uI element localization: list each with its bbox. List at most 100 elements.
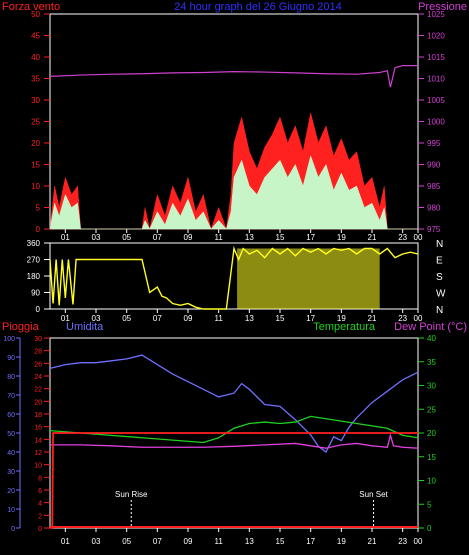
rain-tick-label: 26 (34, 361, 42, 368)
sun-marker-label: Sun Rise (115, 490, 148, 499)
wind-tick-label: 50 (31, 10, 40, 19)
climate-x-tick-label: 05 (122, 537, 131, 546)
humidity-tick-label: 20 (7, 488, 15, 495)
rain-tick-label: 28 (34, 349, 42, 356)
direction-x-tick-label: 17 (306, 314, 315, 323)
wind-x-tick-label: 19 (337, 233, 346, 242)
direction-x-tick-label: 13 (245, 314, 254, 323)
rain-tick-label: 14 (34, 437, 42, 444)
climate-x-tick-label: 15 (276, 537, 285, 546)
wind-tick-label: 35 (31, 75, 40, 84)
pressure-tick-label: 990 (427, 161, 441, 170)
wind-gust-area (49, 155, 418, 230)
pressure-tick-label: 980 (427, 204, 441, 213)
wind-tick-label: 45 (31, 32, 40, 41)
compass-label: N (436, 305, 443, 316)
wind-direction-band (237, 248, 380, 309)
sun-marker-label: Sun Set (359, 490, 388, 499)
pressure-tick-label: 1010 (427, 75, 445, 84)
direction-x-tick-label: 15 (276, 314, 285, 323)
climate-x-tick-label: 03 (92, 537, 101, 546)
direction-tick-label: 270 (27, 256, 41, 265)
compass-label: W (436, 289, 446, 300)
direction-x-tick-label: 01 (61, 314, 70, 323)
pressure-line (49, 64, 418, 88)
temperature-tick-label: 30 (427, 382, 436, 391)
wind-tick-label: 25 (31, 118, 40, 127)
rain-tick-label: 30 (34, 336, 42, 343)
rain-tick-label: 2 (38, 513, 42, 520)
humidity-tick-label: 50 (7, 431, 15, 438)
rain-tick-label: 0 (38, 526, 42, 533)
direction-x-tick-label: 09 (184, 314, 193, 323)
temperature-tick-label: 40 (427, 334, 436, 343)
temperature-tick-label: 10 (427, 477, 436, 486)
temperature-tick-label: 5 (427, 500, 432, 509)
rain-tick-label: 16 (34, 425, 42, 432)
humidity-tick-label: 100 (3, 336, 15, 343)
rain-tick-label: 6 (38, 488, 42, 495)
humidity-tick-label: 0 (11, 526, 15, 533)
direction-tick-label: 90 (31, 289, 40, 298)
climate-x-tick-label: 00 (414, 537, 423, 546)
pressure-tick-label: 975 (427, 225, 441, 234)
pressure-tick-label: 1005 (427, 96, 445, 105)
direction-x-tick-label: 03 (92, 314, 101, 323)
humidity-axis-label: Umidita (66, 321, 104, 333)
direction-x-tick-label: 00 (414, 314, 423, 323)
climate-x-tick-label: 01 (61, 537, 70, 546)
climate-x-tick-label: 11 (215, 537, 224, 546)
humidity-tick-label: 60 (7, 412, 15, 419)
direction-x-tick-label: 21 (368, 314, 377, 323)
wind-x-tick-label: 09 (184, 233, 193, 242)
wind-tick-label: 10 (31, 182, 40, 191)
rain-tick-label: 4 (38, 501, 42, 508)
wind-x-tick-label: 01 (61, 233, 70, 242)
wind-x-tick-label: 11 (215, 233, 224, 242)
dewpoint-line (50, 432, 419, 449)
pressure-tick-label: 1020 (427, 32, 445, 41)
humidity-tick-label: 10 (7, 507, 15, 514)
wind-x-tick-label: 23 (398, 233, 407, 242)
wind-tick-label: 0 (36, 225, 41, 234)
wind-x-tick-label: 17 (306, 233, 315, 242)
pressure-tick-label: 985 (427, 182, 441, 191)
wind-tick-label: 40 (31, 53, 40, 62)
wind-tick-label: 30 (31, 96, 40, 105)
humidity-line (49, 354, 419, 453)
wind-x-tick-label: 07 (153, 233, 162, 242)
humidity-tick-label: 90 (7, 355, 15, 362)
wind-x-tick-label: 03 (92, 233, 101, 242)
humidity-tick-label: 40 (7, 450, 15, 457)
dewpoint-axis-label: Dew Point (°C) (394, 321, 467, 333)
rain-tick-label: 18 (34, 412, 42, 419)
temperature-tick-label: 25 (427, 405, 436, 414)
wind-axis-label: Forza vento (2, 1, 60, 13)
compass-label: N (436, 239, 443, 250)
rain-line (50, 432, 418, 529)
climate-x-tick-label: 13 (245, 537, 254, 546)
climate-x-tick-label: 23 (398, 537, 407, 546)
rain-tick-label: 22 (34, 387, 42, 394)
direction-x-tick-label: 19 (337, 314, 346, 323)
rain-axis-label: Pioggia (2, 321, 40, 333)
wind-x-tick-label: 00 (414, 233, 423, 242)
rain-tick-label: 12 (34, 450, 42, 457)
climate-x-tick-label: 19 (337, 537, 346, 546)
humidity-tick-label: 80 (7, 374, 15, 381)
wind-chart-title: 24 hour graph del 26 Giugno 2014 (174, 1, 342, 13)
humidity-tick-label: 30 (7, 469, 15, 476)
rain-tick-label: 8 (38, 475, 42, 482)
temperature-line (49, 415, 419, 444)
direction-tick-label: 180 (27, 272, 41, 281)
direction-x-tick-label: 07 (153, 314, 162, 323)
compass-label: E (436, 256, 443, 267)
pressure-tick-label: 1025 (427, 10, 445, 19)
temperature-tick-label: 35 (427, 358, 436, 367)
wind-x-tick-label: 21 (368, 233, 377, 242)
rain-tick-label: 10 (34, 463, 42, 470)
climate-x-tick-label: 17 (306, 537, 315, 546)
wind-tick-label: 5 (36, 204, 41, 213)
wind-x-tick-label: 05 (122, 233, 131, 242)
